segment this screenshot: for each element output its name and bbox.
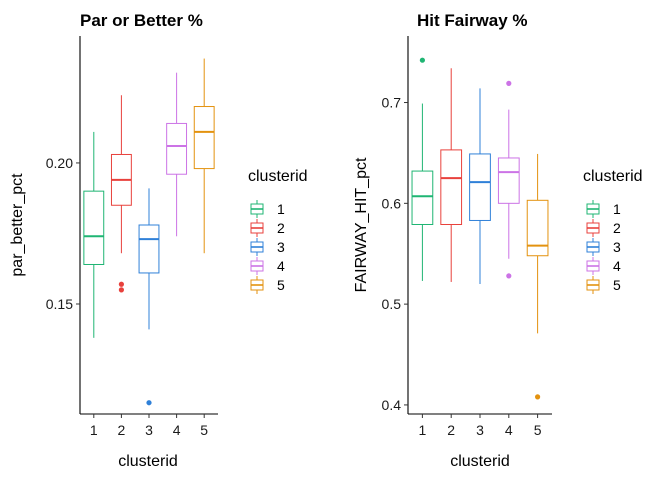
x-axis-title: clusterid	[450, 453, 510, 470]
legend-label: 2	[613, 220, 621, 236]
legend-label: 1	[277, 201, 285, 217]
box-iqr	[440, 149, 463, 225]
y-tick-label: 0.15	[46, 296, 73, 312]
y-axis-title: par_better_pct	[9, 173, 26, 277]
y-tick-label: 0.20	[46, 155, 73, 171]
outlier-point	[118, 287, 124, 293]
y-axis-title: FAIRWAY_HIT_pct	[353, 157, 370, 292]
box-iqr	[497, 157, 520, 204]
box-cluster-1	[83, 131, 105, 338]
plot-area: 0.15 0.20 1 2 3 4 5	[46, 36, 218, 438]
legend-item-4: 4	[586, 257, 621, 275]
legend: clusterid 1 2 3 4 5	[248, 168, 308, 294]
box-cluster-1	[411, 57, 434, 281]
chart-title: Hit Fairway %	[417, 11, 528, 30]
box-cluster-3	[138, 188, 160, 406]
x-tick-label: 1	[90, 422, 98, 438]
plot-area: 0.4 0.5 0.6 0.7 1 2 3 4 5	[382, 36, 552, 438]
x-tick-label: 2	[118, 422, 126, 438]
box-cluster-4	[497, 80, 520, 279]
box-iqr	[469, 153, 491, 221]
y-tick-label: 0.5	[382, 296, 402, 312]
outlier-point	[146, 400, 152, 406]
legend-item-1: 1	[586, 200, 621, 218]
x-axis-title: clusterid	[118, 453, 178, 470]
legend: clusterid 1 2 3 4 5	[583, 168, 643, 294]
legend-item-5: 5	[586, 276, 621, 294]
box-iqr	[166, 122, 188, 175]
x-tick-label: 5	[534, 422, 542, 438]
x-tick-label: 5	[200, 422, 208, 438]
x-tick-label: 4	[505, 422, 513, 438]
legend-label: 4	[613, 258, 621, 274]
y-tick-label: 0.7	[382, 95, 402, 111]
y-tick-label: 0.6	[382, 195, 402, 211]
legend-label: 5	[613, 277, 621, 293]
box-cluster-2	[440, 68, 463, 282]
outlier-point	[506, 80, 512, 86]
box-cluster-3	[469, 88, 491, 284]
legend-item-5: 5	[250, 276, 285, 294]
box-iqr	[526, 199, 549, 257]
chart-title: Par or Better %	[80, 11, 203, 30]
box-cluster-5	[526, 153, 549, 400]
x-tick-label: 2	[447, 422, 455, 438]
legend-title: clusterid	[583, 168, 643, 185]
legend-item-1: 1	[250, 200, 285, 218]
legend-item-3: 3	[586, 238, 621, 256]
legend-label: 3	[613, 239, 621, 255]
box-cluster-2	[110, 95, 132, 293]
legend-label: 1	[613, 201, 621, 217]
legend-label: 3	[277, 239, 285, 255]
legend-item-4: 4	[250, 257, 285, 275]
box-iqr	[411, 170, 434, 225]
outlier-point	[118, 281, 124, 287]
box-cluster-4	[166, 72, 188, 237]
legend-item-2: 2	[250, 219, 285, 237]
y-tick-label: 0.4	[382, 397, 402, 413]
outlier-point	[419, 57, 425, 63]
box-iqr	[193, 106, 215, 170]
legend-item-3: 3	[250, 238, 285, 256]
x-tick-label: 1	[419, 422, 427, 438]
legend-label: 4	[277, 258, 285, 274]
legend-label: 2	[277, 220, 285, 236]
box-iqr	[138, 224, 160, 274]
x-tick-label: 3	[476, 422, 484, 438]
legend-label: 5	[277, 277, 285, 293]
box-cluster-5	[193, 58, 215, 254]
outlier-point	[535, 394, 541, 400]
panel-par-or-better: Par or Better % par_better_pct clusterid…	[9, 11, 308, 470]
x-tick-label: 4	[173, 422, 181, 438]
outlier-point	[506, 273, 512, 279]
legend-item-2: 2	[586, 219, 621, 237]
x-tick-label: 3	[145, 422, 153, 438]
legend-title: clusterid	[248, 168, 308, 185]
panel-hit-fairway: Hit Fairway % FAIRWAY_HIT_pct clusterid …	[353, 11, 643, 470]
box-iqr	[83, 190, 105, 265]
